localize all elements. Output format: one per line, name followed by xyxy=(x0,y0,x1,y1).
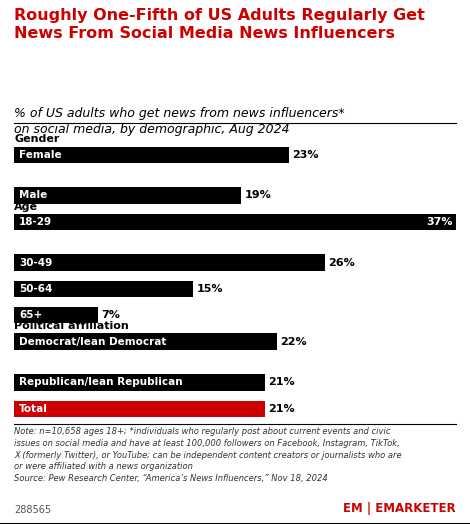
Text: Total: Total xyxy=(19,403,48,413)
Text: 18-29: 18-29 xyxy=(19,217,52,227)
Text: Note: n=10,658 ages 18+; *individuals who regularly post about current events an: Note: n=10,658 ages 18+; *individuals wh… xyxy=(14,427,402,483)
FancyBboxPatch shape xyxy=(14,255,325,271)
Text: 30-49: 30-49 xyxy=(19,258,52,268)
Text: 26%: 26% xyxy=(328,258,355,268)
Text: 65+: 65+ xyxy=(19,310,42,320)
Text: 22%: 22% xyxy=(281,336,307,346)
Text: Democrat/lean Democrat: Democrat/lean Democrat xyxy=(19,336,166,346)
Text: Roughly One-Fifth of US Adults Regularly Get
News From Social Media News Influen: Roughly One-Fifth of US Adults Regularly… xyxy=(14,8,425,41)
Text: Female: Female xyxy=(19,150,62,160)
FancyBboxPatch shape xyxy=(14,147,289,163)
FancyBboxPatch shape xyxy=(14,307,98,323)
FancyBboxPatch shape xyxy=(14,188,241,204)
FancyBboxPatch shape xyxy=(14,333,277,350)
FancyBboxPatch shape xyxy=(14,374,265,390)
Text: 50-64: 50-64 xyxy=(19,284,52,294)
Text: 21%: 21% xyxy=(268,377,295,387)
Text: 19%: 19% xyxy=(244,191,271,201)
FancyBboxPatch shape xyxy=(14,400,265,417)
FancyBboxPatch shape xyxy=(14,281,193,297)
Text: 15%: 15% xyxy=(197,284,223,294)
Text: 21%: 21% xyxy=(268,403,295,413)
Text: % of US adults who get news from news influencers*
on social media, by demograph: % of US adults who get news from news in… xyxy=(14,107,345,136)
Text: 37%: 37% xyxy=(426,217,452,227)
FancyBboxPatch shape xyxy=(14,214,456,230)
Text: 7%: 7% xyxy=(101,310,120,320)
Text: Republican/lean Republican: Republican/lean Republican xyxy=(19,377,182,387)
Text: Age: Age xyxy=(14,202,38,212)
Text: 288565: 288565 xyxy=(14,505,51,515)
Text: EM | EMARKETER: EM | EMARKETER xyxy=(343,501,456,515)
Text: Male: Male xyxy=(19,191,47,201)
Text: 23%: 23% xyxy=(292,150,319,160)
Text: Gender: Gender xyxy=(14,135,60,145)
Text: Political affiliation: Political affiliation xyxy=(14,321,129,331)
